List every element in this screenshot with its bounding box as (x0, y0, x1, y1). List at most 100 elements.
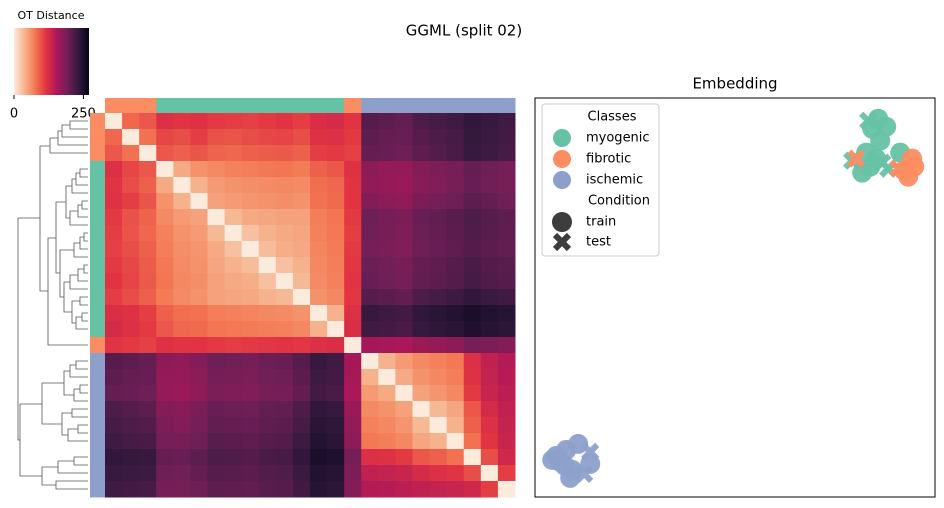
heatmap-cell (258, 241, 277, 258)
heatmap-cell (173, 305, 191, 322)
heatmap-cell (497, 161, 516, 178)
heatmap-cell (378, 113, 396, 130)
heatmap-cell (310, 209, 328, 226)
heatmap-cell (497, 209, 516, 226)
legend-marker (553, 150, 571, 168)
heatmap-cell (412, 385, 431, 402)
heatmap-cell (156, 193, 174, 210)
heatmap-cell (258, 305, 277, 322)
heatmap-cell (429, 321, 448, 338)
heatmap-cell (258, 385, 277, 402)
heatmap-cell (463, 273, 482, 290)
scatter-point (889, 159, 908, 178)
heatmap-cell (241, 177, 260, 194)
heatmap-cell (463, 161, 482, 178)
heatmap-cell (207, 417, 226, 434)
heatmap-cell (258, 209, 277, 226)
heatmap-cell (361, 417, 379, 434)
row-color (90, 161, 105, 178)
heatmap-cell (463, 465, 482, 482)
dendrogram (17, 120, 88, 490)
heatmap-cell (275, 257, 294, 274)
heatmap-cell (378, 465, 396, 482)
heatmap-cell (480, 353, 499, 370)
heatmap-cell (105, 145, 123, 162)
heatmap-cell (207, 481, 226, 498)
heatmap-cell (361, 481, 379, 498)
row-color (90, 225, 105, 242)
heatmap-cell (241, 129, 260, 146)
heatmap-cell (378, 289, 396, 306)
heatmap-cell (258, 321, 277, 338)
heatmap-cell (224, 161, 243, 178)
heatmap-cell (310, 145, 328, 162)
heatmap-cell (497, 305, 516, 322)
heatmap-cell (497, 449, 516, 466)
heatmap-cell (463, 305, 482, 322)
heatmap-cell (310, 433, 328, 450)
heatmap-cell (395, 465, 413, 482)
heatmap-cell (156, 177, 174, 194)
heatmap-cell (292, 177, 311, 194)
heatmap-cell (361, 177, 379, 194)
heatmap-cell (480, 369, 499, 386)
heatmap-cell (156, 401, 174, 418)
heatmap-cell (105, 177, 123, 194)
heatmap-cell (395, 401, 413, 418)
heatmap-cell (395, 177, 413, 194)
heatmap-cell (497, 465, 516, 482)
heatmap-cell (139, 321, 157, 338)
heatmap-cell (292, 369, 311, 386)
heatmap-cell (463, 225, 482, 242)
column-color (241, 98, 260, 113)
heatmap-cell (344, 161, 362, 178)
heatmap-cell (224, 481, 243, 498)
heatmap-cell (173, 481, 191, 498)
heatmap-cell (258, 257, 277, 274)
heatmap-cell (258, 449, 277, 466)
heatmap-cell (480, 289, 499, 306)
heatmap-cell (139, 305, 157, 322)
heatmap-cell (378, 193, 396, 210)
heatmap-cell (122, 369, 140, 386)
heatmap-cell (190, 321, 208, 338)
heatmap-cell (275, 305, 294, 322)
heatmap-cell (395, 433, 413, 450)
heatmap-cell (463, 209, 482, 226)
heatmap-cell (122, 129, 140, 146)
heatmap-cell (412, 353, 431, 370)
heatmap-cell (139, 337, 157, 354)
heatmap-cell (463, 321, 482, 338)
heatmap-cell (480, 241, 499, 258)
heatmap-cell (463, 129, 482, 146)
column-color (310, 98, 328, 113)
heatmap-cell (105, 449, 123, 466)
heatmap-cell (292, 449, 311, 466)
heatmap-cell (412, 449, 431, 466)
heatmap-cell (139, 385, 157, 402)
heatmap-cell (480, 177, 499, 194)
figure-title: GGML (split 02) (406, 22, 522, 40)
column-color (275, 98, 294, 113)
heatmap-cell (361, 161, 379, 178)
heatmap-cell (378, 161, 396, 178)
heatmap-cell (190, 289, 208, 306)
heatmap-cell (310, 161, 328, 178)
heatmap-cell (258, 225, 277, 242)
heatmap-cell (446, 289, 465, 306)
heatmap-cell (395, 129, 413, 146)
heatmap-cell (105, 481, 123, 498)
heatmap-cell (275, 337, 294, 354)
heatmap-cell (480, 145, 499, 162)
heatmap-cell (156, 417, 174, 434)
heatmap-cell (224, 369, 243, 386)
heatmap-cell (480, 129, 499, 146)
heatmap-cell (446, 257, 465, 274)
heatmap-cell (463, 481, 482, 498)
heatmap-cell (361, 433, 379, 450)
heatmap-cell (412, 321, 431, 338)
heatmap-cell (156, 257, 174, 274)
heatmap-cell (327, 289, 345, 306)
heatmap-cell (344, 321, 362, 338)
row-color (90, 449, 105, 466)
